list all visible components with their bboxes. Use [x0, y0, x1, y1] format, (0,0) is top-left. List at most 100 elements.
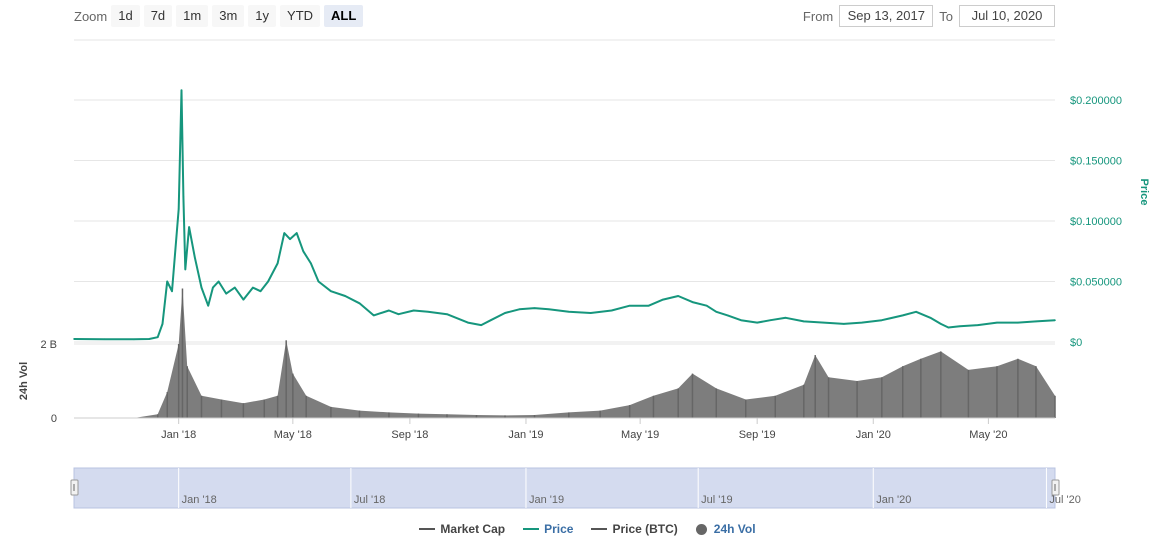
price-point — [194, 256, 196, 259]
price-point — [977, 324, 979, 326]
price-btc-line-icon — [591, 528, 608, 530]
price-point — [647, 304, 650, 307]
zoom-1d-button[interactable]: 1d — [111, 5, 140, 27]
x-tick-label: May '20 — [969, 429, 1007, 441]
price-line-icon — [523, 528, 540, 530]
price-point — [1035, 320, 1037, 323]
price-point — [103, 338, 106, 341]
legend-item-24h-vol[interactable]: 24h Vol — [695, 522, 756, 536]
zoom-1m-button[interactable]: 1m — [176, 5, 209, 27]
price-point — [548, 308, 550, 311]
price-point — [212, 286, 214, 289]
price-point — [397, 313, 400, 315]
x-tick-label: Sep '19 — [739, 429, 776, 441]
price-point — [940, 323, 942, 325]
price-point — [677, 295, 680, 297]
from-label: From — [802, 8, 834, 24]
legend-label: Price (BTC) — [612, 522, 678, 536]
navigator-tick-label: Jan '20 — [876, 494, 911, 506]
price-point — [200, 286, 203, 289]
zoom-ytd-button[interactable]: YTD — [280, 5, 321, 27]
navigator-tick-label: Jul '18 — [354, 494, 385, 506]
price-point — [915, 310, 917, 313]
price-point — [182, 196, 185, 198]
x-tick-label: May '19 — [621, 429, 659, 441]
price-point — [740, 319, 742, 322]
price-point — [412, 309, 415, 312]
navigator-tick-label: Jul '19 — [701, 494, 732, 506]
price-point — [467, 321, 469, 324]
price-point — [446, 313, 448, 315]
price-point — [372, 314, 375, 317]
price-point — [259, 290, 262, 292]
price-point — [133, 338, 135, 341]
price-tick-label: $0 — [1070, 337, 1082, 349]
volume-area — [74, 288, 1055, 418]
volume-tick-label: 2 B — [40, 339, 57, 351]
price-point — [504, 312, 506, 314]
volume-tick-label: 0 — [51, 413, 57, 425]
price-point — [756, 321, 758, 324]
zoom-all-button[interactable]: ALL — [324, 5, 364, 27]
date-range: From Sep 13, 2017 To Jul 10, 2020 — [797, 4, 1055, 28]
navigator-tick-label: Jul '20 — [1049, 494, 1080, 506]
zoom-7d-button[interactable]: 7d — [143, 5, 173, 27]
legend-label: Market Cap — [440, 522, 506, 536]
price-point — [310, 262, 312, 265]
price-point — [242, 298, 245, 301]
price-point — [283, 232, 286, 234]
volume-dot-icon — [695, 523, 707, 535]
price-point — [861, 321, 863, 324]
price-point — [180, 89, 183, 92]
price-point — [996, 321, 998, 324]
price-point — [784, 317, 787, 319]
price-point — [184, 268, 187, 271]
x-tick-label: Jan '20 — [856, 429, 891, 441]
price-point — [947, 326, 950, 329]
price-point — [177, 208, 180, 210]
from-date-input[interactable]: Sep 13, 2017 — [839, 5, 934, 27]
to-date-input[interactable]: Jul 10, 2020 — [959, 5, 1055, 27]
navigator-window — [73, 467, 1056, 509]
price-point — [188, 226, 190, 228]
navigator-tick-label: Jan '19 — [529, 494, 564, 506]
price-point — [489, 319, 492, 322]
price-point — [234, 286, 236, 289]
legend-item-market-cap[interactable]: Market Cap — [419, 522, 505, 536]
legend-item-price-btc[interactable]: Price (BTC) — [591, 522, 678, 536]
price-point — [533, 307, 536, 309]
zoom-3m-button[interactable]: 3m — [212, 5, 245, 27]
zoom-1y-button[interactable]: 1y — [248, 5, 277, 27]
price-point — [225, 292, 228, 295]
price-axis-title: Price — [1138, 179, 1150, 206]
chart-legend: Market Cap Price Price (BTC) 24h Vol — [0, 522, 1175, 536]
volume-series — [74, 288, 1056, 418]
price-point — [267, 280, 269, 283]
price-point — [726, 314, 729, 317]
x-tick-label: Jan '19 — [508, 429, 543, 441]
price-point — [929, 317, 932, 319]
price-point — [73, 338, 75, 340]
price-point — [1017, 321, 1019, 324]
price-point — [610, 309, 613, 312]
zoom-bar: Zoom 1d 7d 1m 3m 1y YTD ALL — [74, 4, 367, 28]
price-point — [1054, 319, 1056, 322]
price-point — [171, 290, 173, 292]
price-tick-label: $0.150000 — [1070, 156, 1122, 168]
price-point — [705, 304, 708, 307]
to-label: To — [939, 8, 953, 24]
price-series — [73, 89, 1056, 341]
legend-label: 24h Vol — [713, 522, 756, 536]
price-tick-label: $0.100000 — [1070, 216, 1122, 228]
price-tick-label: $0.200000 — [1070, 95, 1122, 107]
x-tick-label: Jan '18 — [161, 429, 196, 441]
price-point — [358, 302, 361, 305]
zoom-label: Zoom — [74, 8, 108, 24]
price-point — [842, 323, 845, 325]
price-point — [567, 310, 570, 313]
navigator[interactable]: Jan '18 Jul '18 Jan '19 Jul '19 Jan '20 Jul '… — [70, 467, 1081, 509]
legend-item-price[interactable]: Price — [523, 522, 573, 536]
price-point — [662, 298, 664, 301]
price-point — [388, 309, 390, 312]
